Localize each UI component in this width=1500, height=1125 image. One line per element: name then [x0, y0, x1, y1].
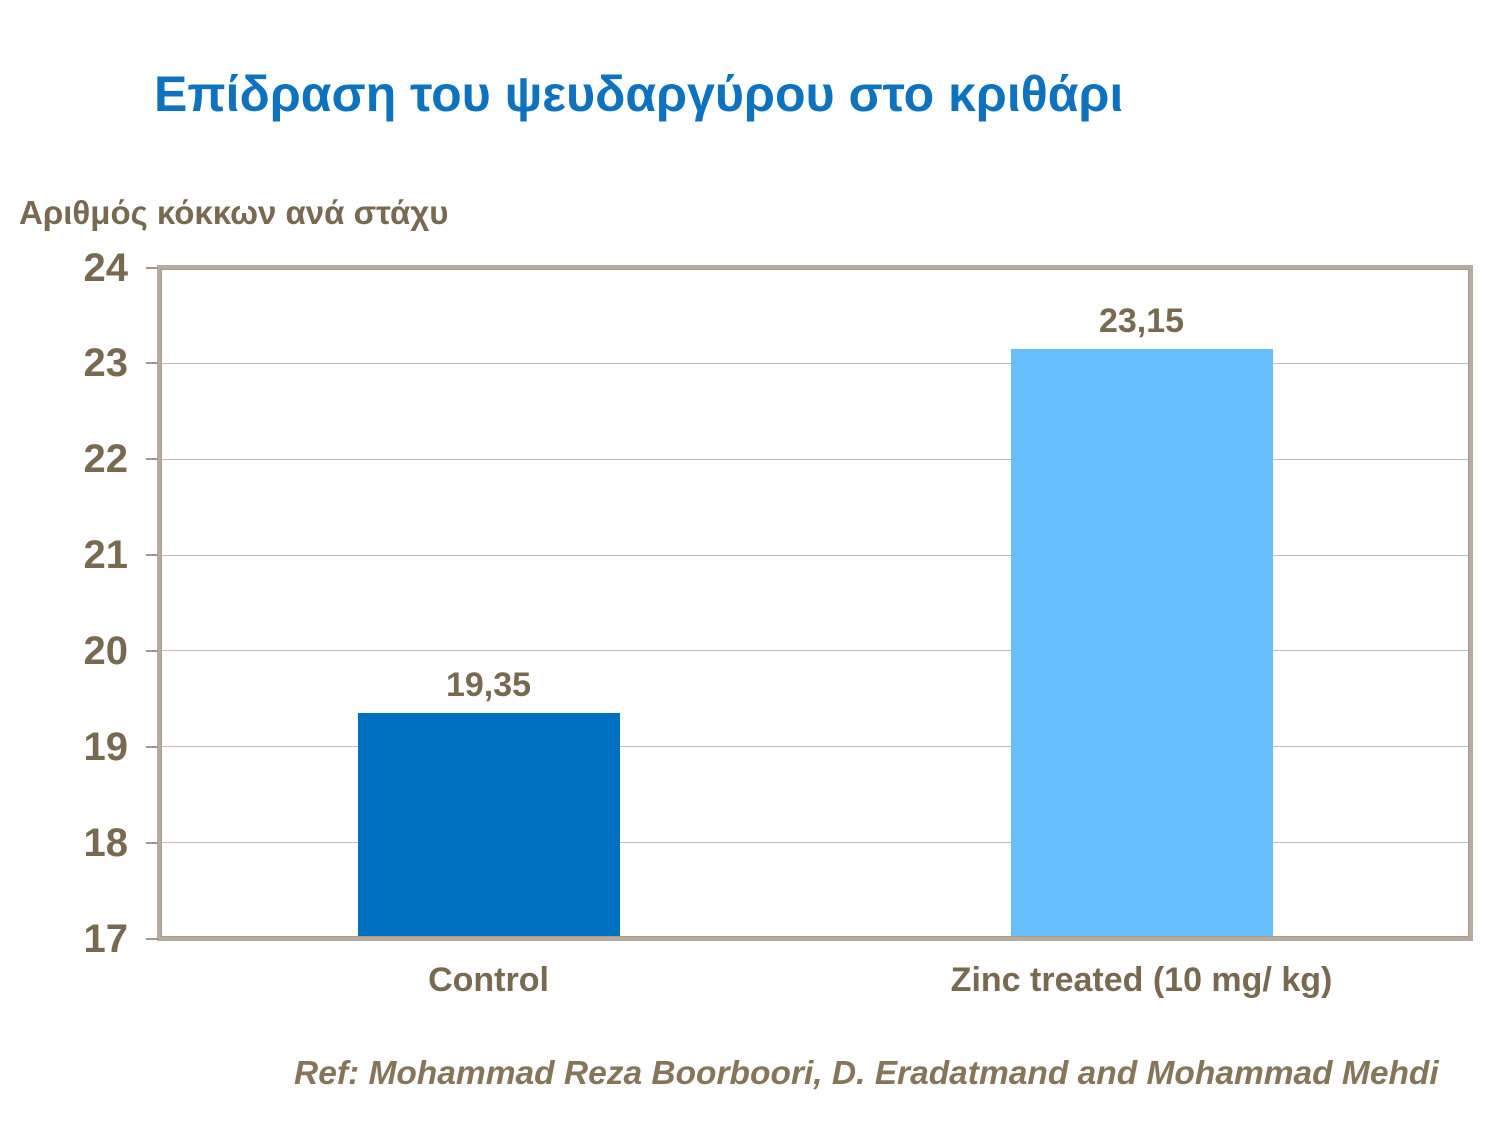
y-tick-label: 22 [83, 437, 129, 482]
y-tick-mark [146, 841, 158, 844]
y-tick-mark [146, 266, 158, 269]
y-tick-label: 19 [83, 724, 129, 769]
y-tick-mark [146, 458, 158, 461]
gridline [162, 554, 1468, 556]
gridline [162, 458, 1468, 460]
y-tick-mark [146, 937, 158, 940]
bar-control [357, 713, 620, 936]
y-tick-mark [146, 745, 158, 748]
y-tick-label: 20 [83, 628, 129, 673]
y-tick-label: 21 [83, 533, 129, 578]
category-label: Zinc treated (10 mg/ kg) [950, 961, 1333, 999]
bar-zinc-treated-10-mg-kg [1010, 348, 1273, 936]
y-tick-label: 23 [83, 341, 129, 386]
y-axis-title: Αριθμός κόκκων ανά στάχυ [19, 194, 449, 231]
reference-text: Ref: Mohammad Reza Boorboori, D. Eradatm… [294, 1054, 1439, 1092]
y-tick-label: 17 [83, 916, 129, 961]
gridline [162, 650, 1468, 652]
data-label: 19,35 [445, 666, 532, 705]
gridline [162, 362, 1468, 364]
y-tick-mark [146, 554, 158, 557]
y-tick-mark [146, 649, 158, 652]
slide-title: Επίδραση του ψευδαργύρου στο κριθάρι [154, 66, 1124, 122]
y-tick-label: 18 [83, 820, 129, 865]
plot-area [157, 265, 1473, 941]
y-tick-mark [146, 362, 158, 365]
y-tick-label: 24 [83, 245, 129, 290]
gridline [162, 746, 1468, 748]
category-label: Control [428, 961, 549, 999]
gridline [162, 842, 1468, 844]
data-label: 23,15 [1098, 301, 1185, 340]
